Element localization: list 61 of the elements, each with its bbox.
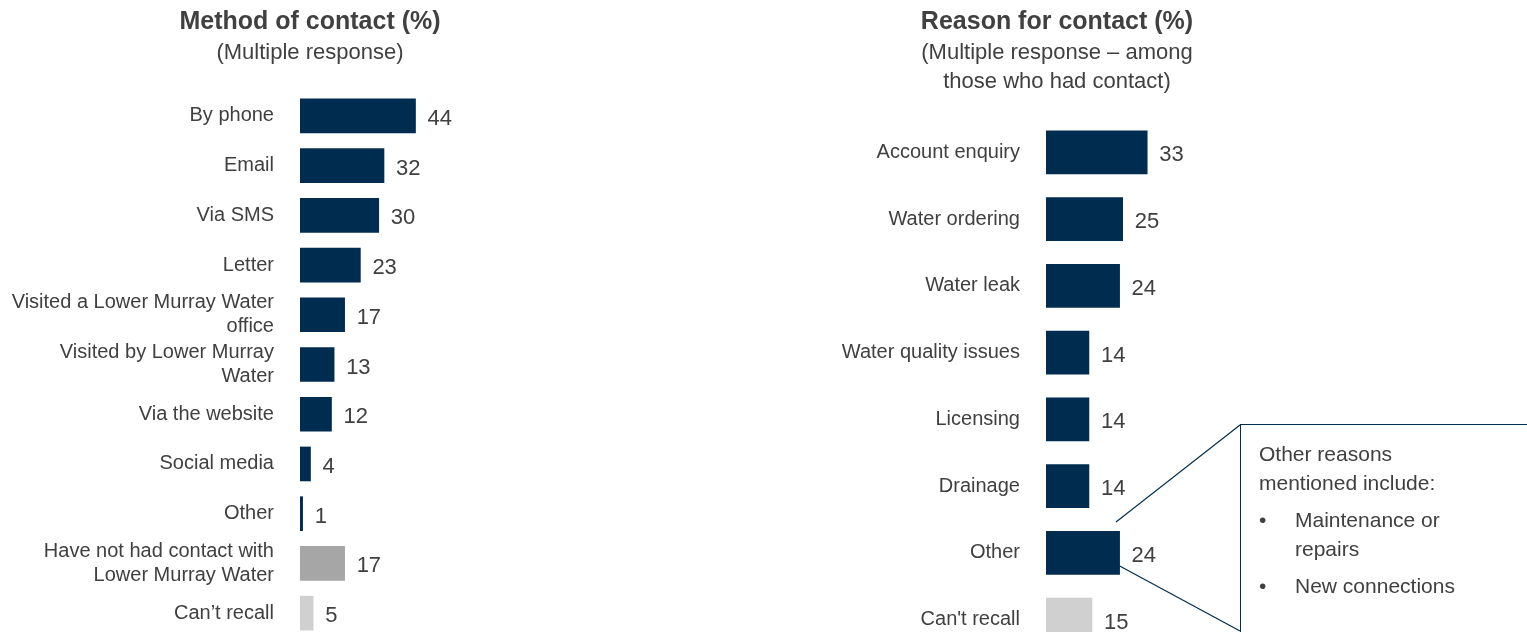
bar (1046, 531, 1120, 575)
data-label: 5 (325, 602, 338, 628)
y-tick-label: Water quality issues (841, 340, 1020, 363)
y-tick-label: By phone (189, 103, 274, 126)
y-tick-label: Can’t recall (173, 600, 274, 623)
y-tick-label: Letter (222, 252, 275, 275)
chart-subtitle: (Multiple response – among those who had contact) (920, 38, 1194, 95)
data-label: 12 (343, 403, 368, 429)
bar (300, 247, 361, 283)
chart-title: Reason for contact (%) (919, 6, 1195, 35)
data-label: 30 (390, 204, 416, 230)
bar (1046, 197, 1123, 241)
bar (1046, 264, 1120, 308)
bar (300, 347, 335, 382)
y-tick-label: Social media (159, 451, 275, 474)
data-label: 24 (1131, 274, 1157, 300)
bar (300, 595, 314, 631)
y-tick-label: Visited a Lower Murray Water office (11, 290, 275, 337)
data-label: 14 (1100, 341, 1126, 367)
y-tick-label: Via the website (138, 401, 274, 424)
data-label: 17 (356, 303, 382, 329)
data-label: 13 (346, 353, 371, 379)
bar (300, 148, 385, 183)
data-label: 14 (1100, 475, 1126, 501)
chart-subtitle: (Multiple response) (215, 38, 405, 66)
data-label: 17 (356, 552, 382, 578)
bar (300, 297, 345, 333)
y-tick-label: Can't recall (920, 607, 1020, 630)
data-label: 1 (314, 502, 327, 528)
bar (300, 197, 380, 233)
data-label: 32 (396, 154, 421, 180)
y-tick-label: Other (223, 501, 275, 524)
bar (300, 496, 303, 532)
y-tick-label: Drainage (938, 473, 1020, 496)
data-label: 14 (1100, 408, 1126, 434)
bar (300, 98, 416, 134)
bar (300, 446, 311, 482)
bar (1046, 130, 1148, 175)
y-tick-label: Licensing (935, 406, 1020, 429)
y-tick-label: Account enquiry (876, 139, 1020, 162)
y-tick-label: Via SMS (196, 202, 274, 225)
callout-box: Other reasons mentioned include: • Maintenance or repairs • New connections (1240, 424, 1527, 632)
data-label: 25 (1134, 208, 1160, 234)
data-label: 4 (322, 453, 335, 479)
y-tick-label: Water leak (925, 273, 1021, 296)
y-tick-label: Have not had contact with Lower Murray Water (43, 538, 275, 585)
y-tick-label: Email (223, 153, 274, 176)
y-tick-label: Visited by Lower Murray Water (59, 340, 275, 387)
data-label: 24 (1131, 541, 1157, 567)
data-label: 44 (427, 104, 452, 130)
bar (1046, 464, 1090, 508)
y-tick-label: Water ordering (888, 206, 1020, 229)
bar (300, 396, 332, 432)
bar (300, 546, 345, 581)
bar (1046, 397, 1090, 442)
data-label: 33 (1159, 141, 1184, 167)
bar (1046, 330, 1090, 375)
y-tick-label: Other (969, 540, 1021, 563)
data-label: 15 (1104, 608, 1129, 632)
data-label: 23 (372, 254, 397, 280)
chart-title: Method of contact (%) (178, 6, 442, 35)
